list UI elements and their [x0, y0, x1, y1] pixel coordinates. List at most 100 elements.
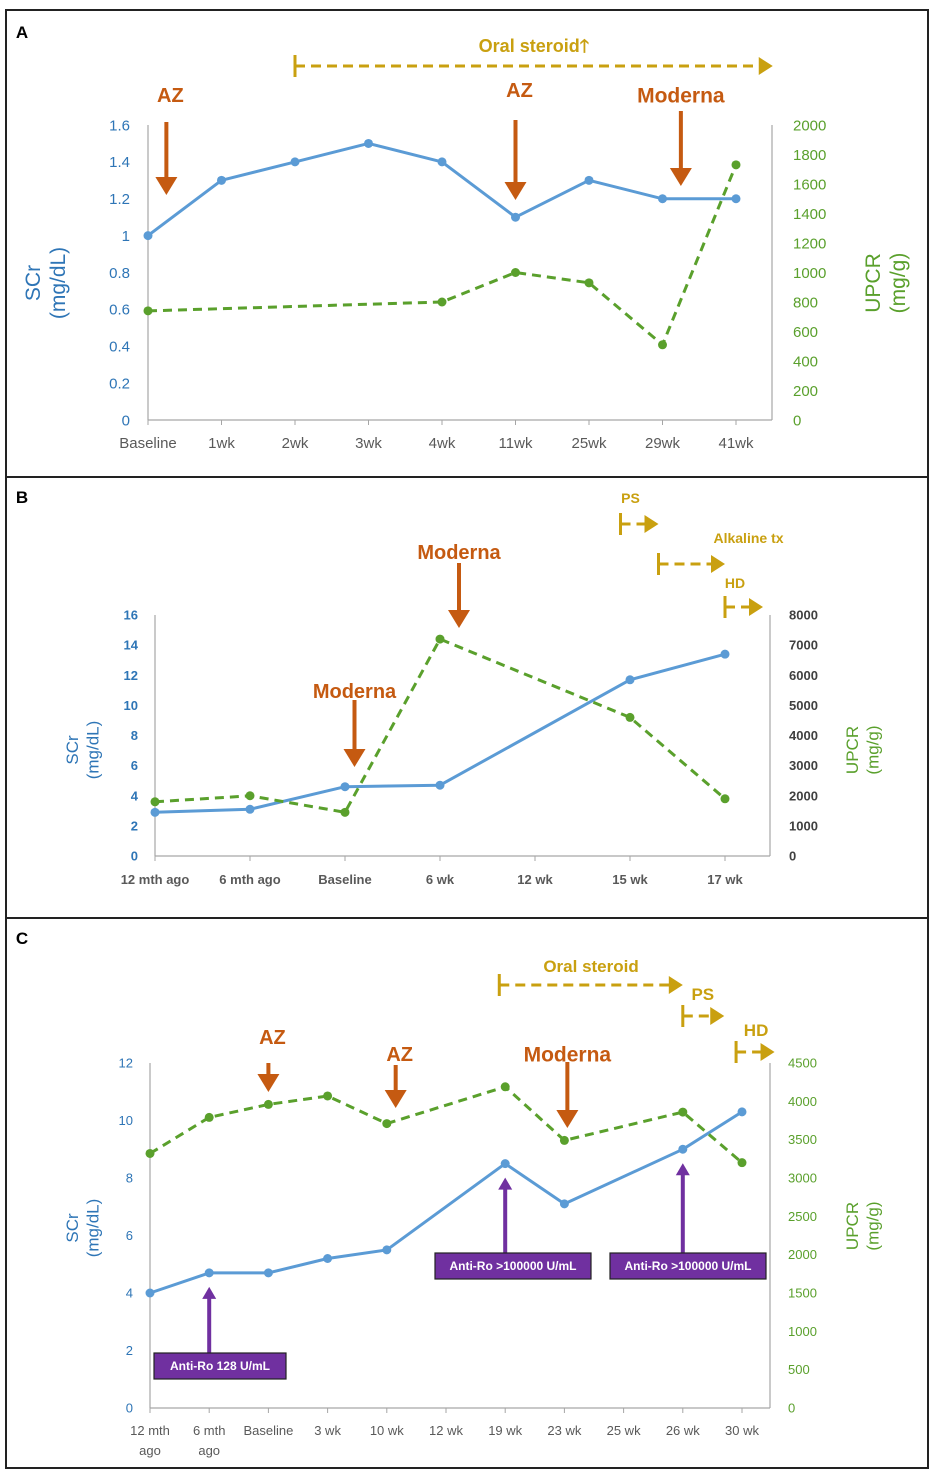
left-tick-label: 0.6	[109, 302, 130, 319]
x-tick-label: 3wk	[355, 435, 382, 452]
scr-point	[150, 807, 160, 817]
right-axis-title-line2: (mg/g)	[887, 253, 910, 314]
right-tick-label: 800	[793, 294, 818, 311]
right-tick-label: 600	[793, 324, 818, 341]
scr-point	[290, 157, 300, 167]
treatment-arrow-head	[710, 1007, 725, 1025]
right-tick-label: 1000	[793, 265, 826, 282]
event-label: Moderna	[637, 84, 725, 107]
x-tick-label: 1wk	[208, 435, 235, 452]
antiro-label: Anti-Ro >100000 U/mL	[624, 1259, 751, 1273]
scr-point	[217, 175, 226, 185]
scr-point	[263, 1268, 273, 1278]
right-tick-label: 1600	[793, 176, 826, 193]
left-axis-title-line1: SCr	[22, 265, 45, 301]
scr-point	[500, 1159, 510, 1169]
antiro-label: Anti-Ro 128 U/mL	[170, 1359, 270, 1373]
treatment-arrow-head	[711, 555, 725, 573]
event-label: Moderna	[417, 542, 501, 564]
left-axis-title: SCr (mg/dL)	[22, 247, 70, 319]
left-tick-label: 1	[122, 228, 130, 245]
upcr-point	[737, 1158, 747, 1168]
scr-point	[720, 649, 730, 659]
left-tick-label: 1.6	[109, 117, 130, 134]
right-axis-title: UPCR (mg/g)	[843, 725, 882, 774]
right-tick-label: 1200	[793, 235, 826, 252]
event-label: AZ	[157, 85, 184, 107]
panel-a: A 0 0.2 0.4 0.6 0.8 1 1.2 1.4 1.6 0 200 400 600 800 100…	[16, 23, 910, 452]
upcr-point	[584, 278, 594, 288]
left-tick-label: 2	[131, 818, 138, 833]
right-tick-label: 0	[793, 412, 801, 429]
x-tick-label: 26 wk	[666, 1423, 700, 1438]
upcr-point	[435, 634, 445, 644]
treatment-arrow-head	[644, 515, 659, 533]
x-tick-label: 12 wk	[429, 1423, 463, 1438]
upcr-point	[731, 160, 741, 170]
upcr-point	[323, 1091, 333, 1101]
upcr-point	[204, 1112, 214, 1122]
x-tick-label: Baseline	[119, 435, 177, 452]
right-tick-label: 500	[788, 1362, 810, 1377]
antiro-box	[434, 1252, 592, 1280]
right-tick-label: 1800	[793, 147, 826, 164]
panel-b: B 0 2 4 6 8 10 12 14 16 0 1000 2000 3000 4000 5000 6000 7…	[16, 488, 883, 887]
treatment-label: HD	[744, 1021, 769, 1040]
left-tick-label: 12	[124, 668, 138, 683]
scr-point	[437, 157, 447, 167]
x-tick-label: 30 wk	[725, 1423, 759, 1438]
upcr-point	[263, 1099, 273, 1109]
left-tick-label: 16	[124, 608, 138, 623]
antiro-arrow-head	[202, 1286, 217, 1299]
left-tick-label: 6	[131, 758, 138, 773]
x-tick-label: 17 wk	[707, 872, 743, 887]
treatment-label: Oral steroid	[543, 957, 638, 976]
scr-point	[625, 675, 635, 685]
right-tick-label: 1000	[789, 818, 818, 833]
right-tick-label: 4000	[789, 728, 818, 743]
left-axis-title: SCr (mg/dL)	[63, 721, 102, 780]
scr-point	[323, 1254, 333, 1263]
panel-letter: C	[16, 929, 28, 948]
scr-line	[147, 141, 736, 237]
x-tick-label: 12 mth ago	[121, 872, 190, 887]
left-axis-title: SCr (mg/dL)	[63, 1199, 102, 1258]
scr-point	[511, 212, 520, 222]
right-tick-label: 1400	[793, 206, 826, 223]
x-tick-label: 19 wk	[488, 1423, 522, 1438]
scr-point	[204, 1268, 214, 1278]
treatment-label: PS	[621, 490, 640, 506]
right-tick-label: 4500	[788, 1056, 817, 1071]
x-tick-label: 6 mth	[193, 1423, 226, 1438]
antiro-box	[153, 1352, 287, 1380]
right-tick-label: 400	[793, 353, 818, 370]
right-tick-label: 6000	[789, 668, 818, 683]
left-axis-title-line2: (mg/dL)	[47, 247, 70, 319]
right-tick-label: 0	[789, 849, 796, 864]
upcr-point	[245, 791, 255, 801]
right-tick-label: 200	[793, 383, 818, 400]
upcr-line	[154, 637, 726, 814]
right-tick-label: 3500	[788, 1132, 817, 1147]
left-tick-label: 0.4	[109, 339, 130, 356]
left-tick-label: 14	[124, 638, 139, 653]
right-tick-label: 2000	[789, 788, 818, 803]
upcr-point	[437, 297, 447, 307]
treatment-label: HD	[725, 575, 745, 591]
x-tick-label: 12 mth	[130, 1423, 170, 1438]
left-tick-label: 1.4	[109, 154, 130, 171]
x-tick-label: Baseline	[318, 872, 371, 887]
antiro-arrow-head	[498, 1177, 513, 1190]
scr-point	[678, 1144, 688, 1154]
event-arrow-head	[504, 182, 527, 200]
upcr-line	[149, 1085, 743, 1164]
treatment-arrow-head	[760, 1043, 775, 1061]
upcr-point	[150, 797, 160, 807]
treatment-arrow-head	[668, 976, 683, 994]
left-axis-title-line2: (mg/dL)	[83, 1199, 102, 1258]
x-tick-label: 10 wk	[370, 1423, 404, 1438]
upcr-point	[145, 1148, 155, 1158]
left-tick-label: 0.8	[109, 265, 130, 282]
panel-c: C 0 2 4 6 8 10 12 0 500 1000 1500 2000 2500 3000 3500 40…	[16, 929, 883, 1458]
